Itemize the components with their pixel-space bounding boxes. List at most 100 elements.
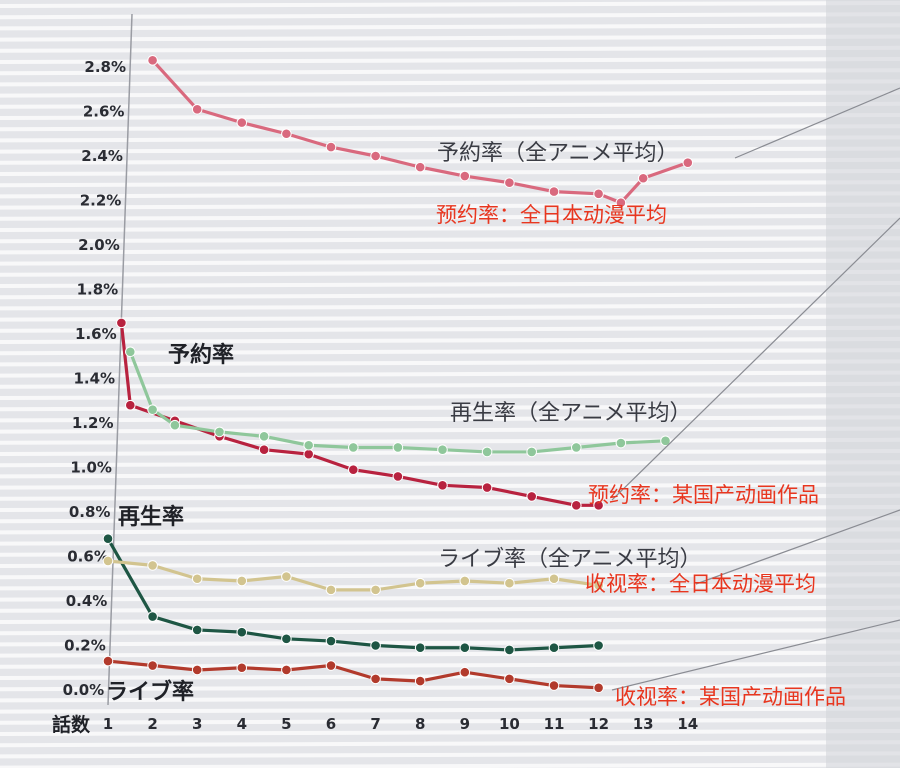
y-tick-label: 2.0% bbox=[78, 236, 120, 254]
data-point bbox=[191, 664, 203, 676]
data-point bbox=[102, 555, 114, 567]
grid-stripe bbox=[0, 325, 900, 333]
data-point bbox=[348, 442, 359, 453]
series-0 bbox=[147, 55, 694, 209]
data-point bbox=[281, 633, 292, 645]
data-point bbox=[437, 480, 448, 491]
grid-stripe bbox=[0, 471, 900, 479]
series-line bbox=[128, 351, 666, 454]
x-tick-label: 4 bbox=[237, 715, 247, 733]
data-point bbox=[481, 482, 493, 493]
data-point bbox=[593, 580, 604, 591]
data-point bbox=[593, 640, 604, 651]
data-point bbox=[548, 186, 560, 197]
grid-stripe bbox=[0, 426, 900, 434]
x-tick-label: 8 bbox=[415, 715, 425, 733]
grid-stripe bbox=[0, 729, 900, 736]
data-point bbox=[526, 491, 538, 502]
data-point bbox=[370, 584, 381, 596]
data-point bbox=[258, 444, 270, 456]
y-tick-label: 0.0% bbox=[63, 681, 105, 699]
grid-stripe bbox=[0, 225, 900, 232]
callout-line-reserve-avg bbox=[734, 87, 900, 159]
data-point bbox=[147, 660, 158, 671]
data-point bbox=[637, 172, 649, 184]
data-point bbox=[459, 575, 471, 587]
series-3 bbox=[102, 533, 604, 656]
grid-stripe bbox=[0, 706, 900, 714]
data-point bbox=[414, 642, 426, 654]
grid-stripe bbox=[0, 751, 900, 759]
grid-stripe bbox=[0, 90, 900, 98]
data-point bbox=[548, 642, 560, 654]
grid-stripe bbox=[0, 449, 900, 456]
grid-stripe bbox=[0, 538, 900, 546]
data-point bbox=[459, 642, 471, 654]
data-point bbox=[325, 660, 337, 671]
y-tick-label: 1.8% bbox=[77, 281, 119, 299]
x-tick-label: 2 bbox=[147, 715, 157, 733]
x-axis-label: 話数 bbox=[52, 713, 91, 736]
data-point bbox=[125, 399, 136, 411]
x-tick-label: 5 bbox=[281, 715, 291, 733]
y-tick-label: 1.4% bbox=[73, 370, 115, 388]
data-point bbox=[325, 584, 337, 596]
y-tick-label: 0.2% bbox=[64, 637, 106, 655]
data-point bbox=[116, 317, 127, 329]
series-group bbox=[102, 55, 694, 694]
grid-stripe bbox=[0, 12, 900, 20]
label-reserve-avg: 予約率（全アニメ平均） bbox=[437, 141, 679, 166]
y-tick-label: 2.8% bbox=[84, 58, 126, 76]
data-point bbox=[102, 533, 114, 545]
data-point bbox=[191, 103, 203, 115]
y-tick-label: 0.4% bbox=[66, 592, 108, 610]
series-4 bbox=[102, 555, 604, 596]
grid-stripe bbox=[0, 359, 900, 367]
data-point bbox=[571, 500, 582, 511]
grid-stripe bbox=[0, 213, 900, 221]
y-tick-label: 1.2% bbox=[72, 414, 114, 432]
grid-stripe bbox=[0, 281, 900, 288]
data-point bbox=[660, 435, 671, 447]
grid-stripe bbox=[0, 1, 900, 8]
photo-edge-shade bbox=[826, 0, 900, 768]
grid-stripe bbox=[0, 236, 900, 244]
grid-stripe bbox=[0, 460, 900, 468]
series-2 bbox=[125, 346, 671, 458]
data-point bbox=[481, 446, 493, 458]
grid-stripe bbox=[0, 68, 900, 76]
x-tick-label: 10 bbox=[499, 715, 520, 733]
callout-line-reserve bbox=[611, 217, 900, 501]
data-point bbox=[370, 150, 381, 162]
grid-stripe bbox=[0, 348, 900, 356]
data-point bbox=[325, 141, 337, 153]
grid-stripe bbox=[0, 292, 900, 300]
grid-stripe bbox=[0, 337, 900, 344]
label-live: ライブ率 bbox=[106, 679, 194, 705]
grid-stripe bbox=[0, 415, 900, 423]
data-point bbox=[169, 419, 181, 431]
x-tick-label: 14 bbox=[677, 715, 698, 733]
y-tick-label: 0.8% bbox=[69, 503, 111, 521]
cn-label-reserve: 预约率：某国产动画作品 bbox=[588, 483, 819, 507]
series-line bbox=[107, 559, 599, 592]
grid-stripe bbox=[0, 639, 900, 647]
grid-stripe bbox=[0, 146, 900, 154]
data-point bbox=[526, 446, 538, 458]
x-tick-label: 3 bbox=[192, 715, 202, 733]
x-tick-label: 13 bbox=[633, 715, 654, 733]
series-line bbox=[107, 659, 599, 690]
grid-stripe bbox=[0, 617, 900, 624]
data-point bbox=[571, 442, 582, 453]
data-point bbox=[593, 682, 604, 694]
grid-stripe bbox=[0, 437, 900, 445]
data-point bbox=[593, 500, 604, 511]
data-point bbox=[191, 624, 203, 636]
grid-stripe bbox=[0, 269, 900, 277]
y-tick-label: 0.6% bbox=[67, 548, 109, 566]
data-point bbox=[325, 635, 337, 647]
data-point bbox=[348, 464, 359, 476]
grid-stripe bbox=[0, 370, 900, 378]
y-tick-label: 2.6% bbox=[83, 103, 125, 121]
